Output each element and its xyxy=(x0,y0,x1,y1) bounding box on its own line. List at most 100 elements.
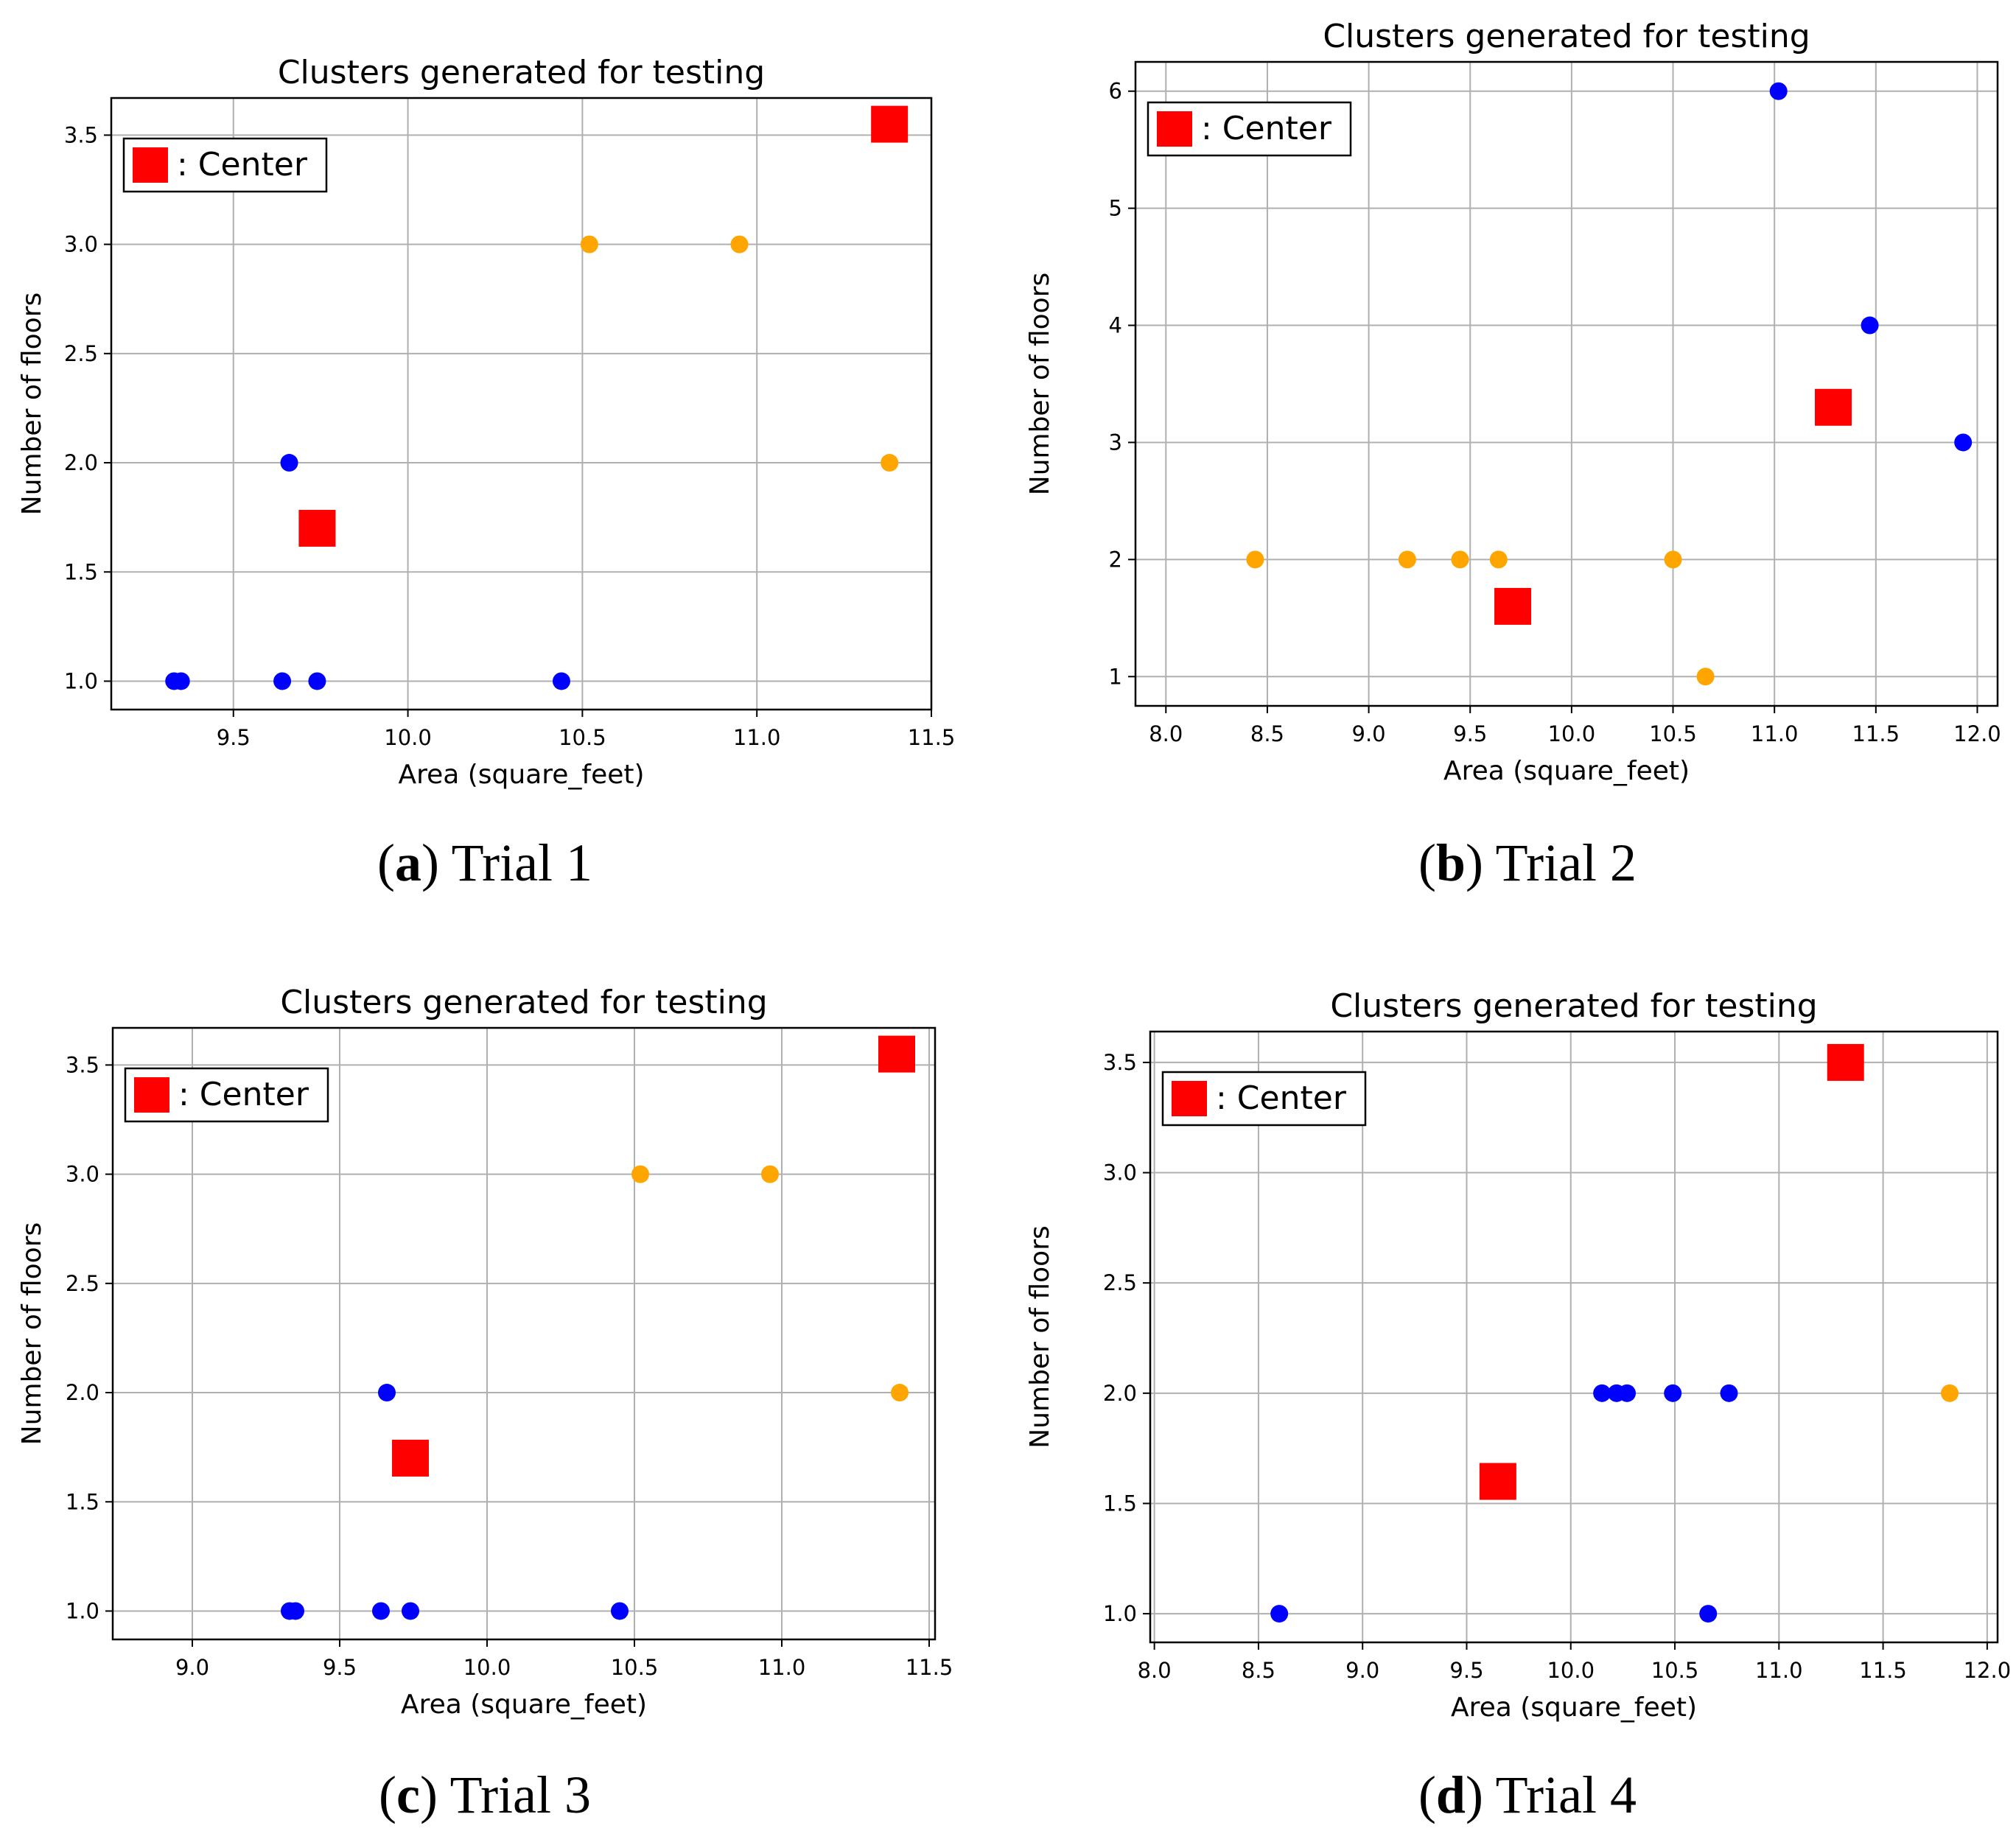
caption-open-paren: ( xyxy=(1418,833,1436,892)
y-axis-label: Number of floors xyxy=(1025,1225,1055,1448)
center-marker xyxy=(1479,1463,1516,1500)
x-tick-label: 10.0 xyxy=(1548,721,1596,746)
y-tick-label: 2.0 xyxy=(66,1380,99,1405)
x-tick-label: 8.0 xyxy=(1138,1658,1172,1683)
y-tick-label: 1.0 xyxy=(1103,1601,1137,1626)
x-tick-label: 9.5 xyxy=(1449,1658,1483,1683)
x-tick-label: 9.5 xyxy=(217,725,251,750)
chart-panel-c: 9.0 9.5 10.0 10.5 11.0 11.5 1.0 1.5 2.0 2.5 3.0 3.5… xyxy=(17,984,953,1720)
y-tick-label: 2 xyxy=(1109,547,1122,572)
data-point xyxy=(631,1165,649,1183)
series-cluster-blue xyxy=(1769,82,1973,452)
data-point xyxy=(1861,316,1879,335)
y-tick-label: 3.5 xyxy=(1103,1050,1137,1075)
center-marker xyxy=(392,1439,429,1477)
legend-center-swatch xyxy=(1157,111,1192,147)
x-tick-label: 9.0 xyxy=(1352,721,1386,746)
y-tick-label: 3.0 xyxy=(64,232,98,257)
chart-title: Clusters generated for testing xyxy=(1323,18,1810,55)
series-Center xyxy=(1494,388,1852,625)
y-tick-label: 3.0 xyxy=(1103,1160,1137,1186)
y-tick-label: 3.5 xyxy=(66,1052,99,1077)
caption-letter: b xyxy=(1435,833,1466,892)
caption-open-paren: ( xyxy=(378,1765,396,1824)
data-point xyxy=(730,235,749,253)
y-tick-label: 1.0 xyxy=(66,1598,99,1623)
grid-lines xyxy=(113,1028,935,1639)
legend-center-label: : Center xyxy=(178,1076,309,1113)
data-point xyxy=(611,1602,629,1620)
y-tick-label: 1.5 xyxy=(66,1489,99,1514)
legend-center-swatch xyxy=(133,147,168,183)
caption-letter: d xyxy=(1435,1765,1466,1824)
chart-title: Clusters generated for testing xyxy=(280,984,767,1021)
x-tick-label: 10.0 xyxy=(1547,1658,1595,1683)
y-tick-label: 2.5 xyxy=(66,1271,99,1296)
series-Center xyxy=(392,1035,915,1477)
x-tick-label: 8.5 xyxy=(1250,721,1284,746)
chart-title: Clusters generated for testing xyxy=(1330,987,1817,1025)
x-tick-label: 9.0 xyxy=(175,1655,209,1680)
data-point xyxy=(1941,1384,1959,1402)
series-cluster-blue xyxy=(165,454,570,690)
x-tick-label: 9.5 xyxy=(323,1655,357,1680)
x-tick-label: 10.0 xyxy=(384,725,432,750)
data-point xyxy=(1246,550,1264,569)
series-cluster-orange xyxy=(580,235,899,472)
legend: : Center xyxy=(124,1067,329,1123)
caption-letter: a xyxy=(394,833,421,892)
data-point xyxy=(1451,550,1469,569)
y-tick-label: 3.0 xyxy=(66,1162,99,1187)
x-tick-label: 11.0 xyxy=(1751,721,1799,746)
x-axis-label: Area (square_feet) xyxy=(1451,1692,1697,1723)
y-tick-label: 1 xyxy=(1109,664,1122,689)
caption-close-paren: ) xyxy=(1465,833,1483,892)
data-point xyxy=(372,1602,390,1620)
center-marker xyxy=(878,1035,915,1073)
series-cluster-orange xyxy=(1246,550,1715,686)
chart-panel-d: 8.0 8.5 9.0 9.5 10.0 10.5 11.0 11.5 12.0 1.0 1.5 2.… xyxy=(1025,987,2012,1723)
data-point xyxy=(280,454,298,472)
axes-frame xyxy=(111,1026,937,1641)
x-tick-label: 11.5 xyxy=(906,1655,953,1680)
data-point xyxy=(1618,1384,1637,1402)
caption-close-paren: ) xyxy=(421,833,439,892)
series-Center xyxy=(1479,1043,1864,1500)
y-tick-label: 1.5 xyxy=(64,559,98,584)
center-marker xyxy=(1815,388,1852,426)
data-point xyxy=(1489,550,1508,569)
legend: : Center xyxy=(1161,1071,1367,1127)
y-tick-label: 2.5 xyxy=(1103,1270,1137,1295)
series-cluster-blue xyxy=(281,1384,629,1620)
center-marker xyxy=(1827,1043,1864,1081)
data-point xyxy=(1664,1384,1682,1402)
data-point xyxy=(1699,1605,1718,1623)
caption-trial-1: (a) Trial 1 xyxy=(377,833,592,894)
data-point xyxy=(1270,1605,1289,1623)
x-tick-label: 11.0 xyxy=(1755,1658,1803,1683)
data-point xyxy=(287,1602,304,1620)
center-marker xyxy=(1494,587,1532,625)
data-point xyxy=(172,672,190,690)
data-point xyxy=(580,235,598,253)
y-tick-label: 6 xyxy=(1109,79,1122,104)
x-tick-label: 10.0 xyxy=(463,1655,511,1680)
y-tick-label: 3 xyxy=(1109,430,1122,455)
series-Center xyxy=(298,105,909,547)
chart-title: Clusters generated for testing xyxy=(278,54,765,91)
x-tick-label: 11.5 xyxy=(1859,1658,1907,1683)
data-point xyxy=(378,1384,396,1402)
y-axis-label: Number of floors xyxy=(17,293,47,515)
center-marker xyxy=(871,105,909,143)
series-cluster-blue xyxy=(1270,1384,1738,1623)
data-point xyxy=(1720,1384,1738,1402)
x-tick-label: 8.5 xyxy=(1242,1658,1275,1683)
x-tick-label: 12.0 xyxy=(1964,1658,2012,1683)
series-cluster-orange xyxy=(1941,1384,1959,1402)
axes-frame xyxy=(1134,60,1999,707)
data-point xyxy=(1696,668,1715,686)
y-tick-label: 1.5 xyxy=(1103,1491,1137,1516)
y-axis-label: Number of floors xyxy=(1025,273,1055,495)
x-tick-label: 10.5 xyxy=(611,1655,659,1680)
